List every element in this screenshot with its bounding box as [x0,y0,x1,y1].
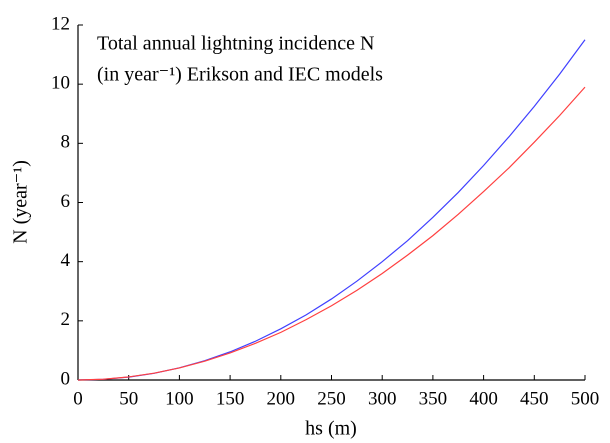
line-series [77,86,586,381]
x-tick-label: 200 [267,388,296,409]
y-tick-label: 10 [51,73,70,94]
line-series [77,39,586,381]
x-tick-label: 400 [469,388,498,409]
y-tick-label: 6 [61,191,71,212]
y-tick-label: 0 [61,368,71,389]
y-tick-label: 2 [61,309,71,330]
x-tick-label: 450 [520,388,549,409]
x-tick-label: 300 [368,388,397,409]
y-tick-label: 4 [61,250,71,271]
x-axis-label: hs (m) [305,418,357,440]
title-line: Total annual lightning incidence N [97,33,374,55]
title-line: (in year⁻¹) Erikson and IEC models [97,64,383,86]
x-tick-label: 100 [165,388,194,409]
y-tick-label: 8 [61,132,71,153]
x-tick-label: 50 [119,388,138,409]
x-tick-label: 500 [571,388,600,409]
x-tick-label: 350 [419,388,448,409]
x-tick-label: 150 [216,388,245,409]
x-tick-label: 0 [73,388,83,409]
y-axis-label: N (year⁻¹) [10,160,32,244]
x-tick-label: 250 [317,388,346,409]
y-tick-label: 12 [51,13,70,34]
